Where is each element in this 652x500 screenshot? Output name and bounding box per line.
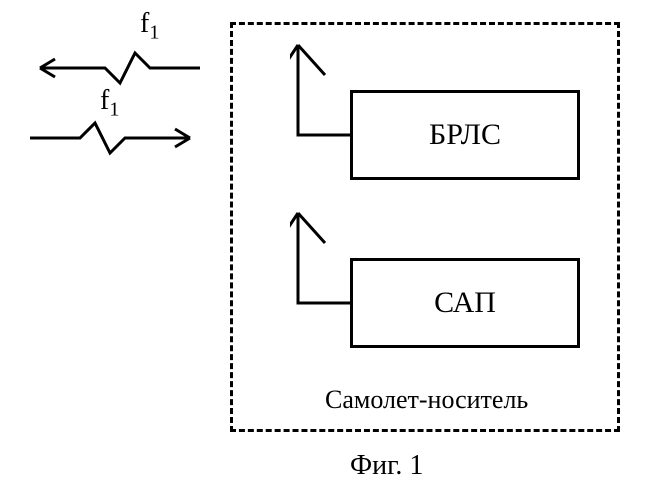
freq-symbol: f [100,85,109,116]
sap-block: САП [350,258,580,348]
figure-caption: Фиг. 1 [350,450,423,482]
freq-symbol: f [140,8,149,39]
freq-subscript: 1 [149,22,159,44]
container-label: Самолет-носитель [325,385,528,415]
brls-block: БРЛС [350,90,580,180]
carrier-aircraft-container [230,22,620,432]
signal-arrow-in [25,118,205,158]
sap-antenna-icon [290,208,350,308]
brls-label: БРЛС [429,118,501,152]
freq-label-lower: f1 [100,85,119,122]
sap-label: САП [434,286,496,320]
signal-arrow-out [25,48,205,88]
freq-label-upper: f1 [140,8,159,45]
brls-antenna-icon [290,40,350,140]
